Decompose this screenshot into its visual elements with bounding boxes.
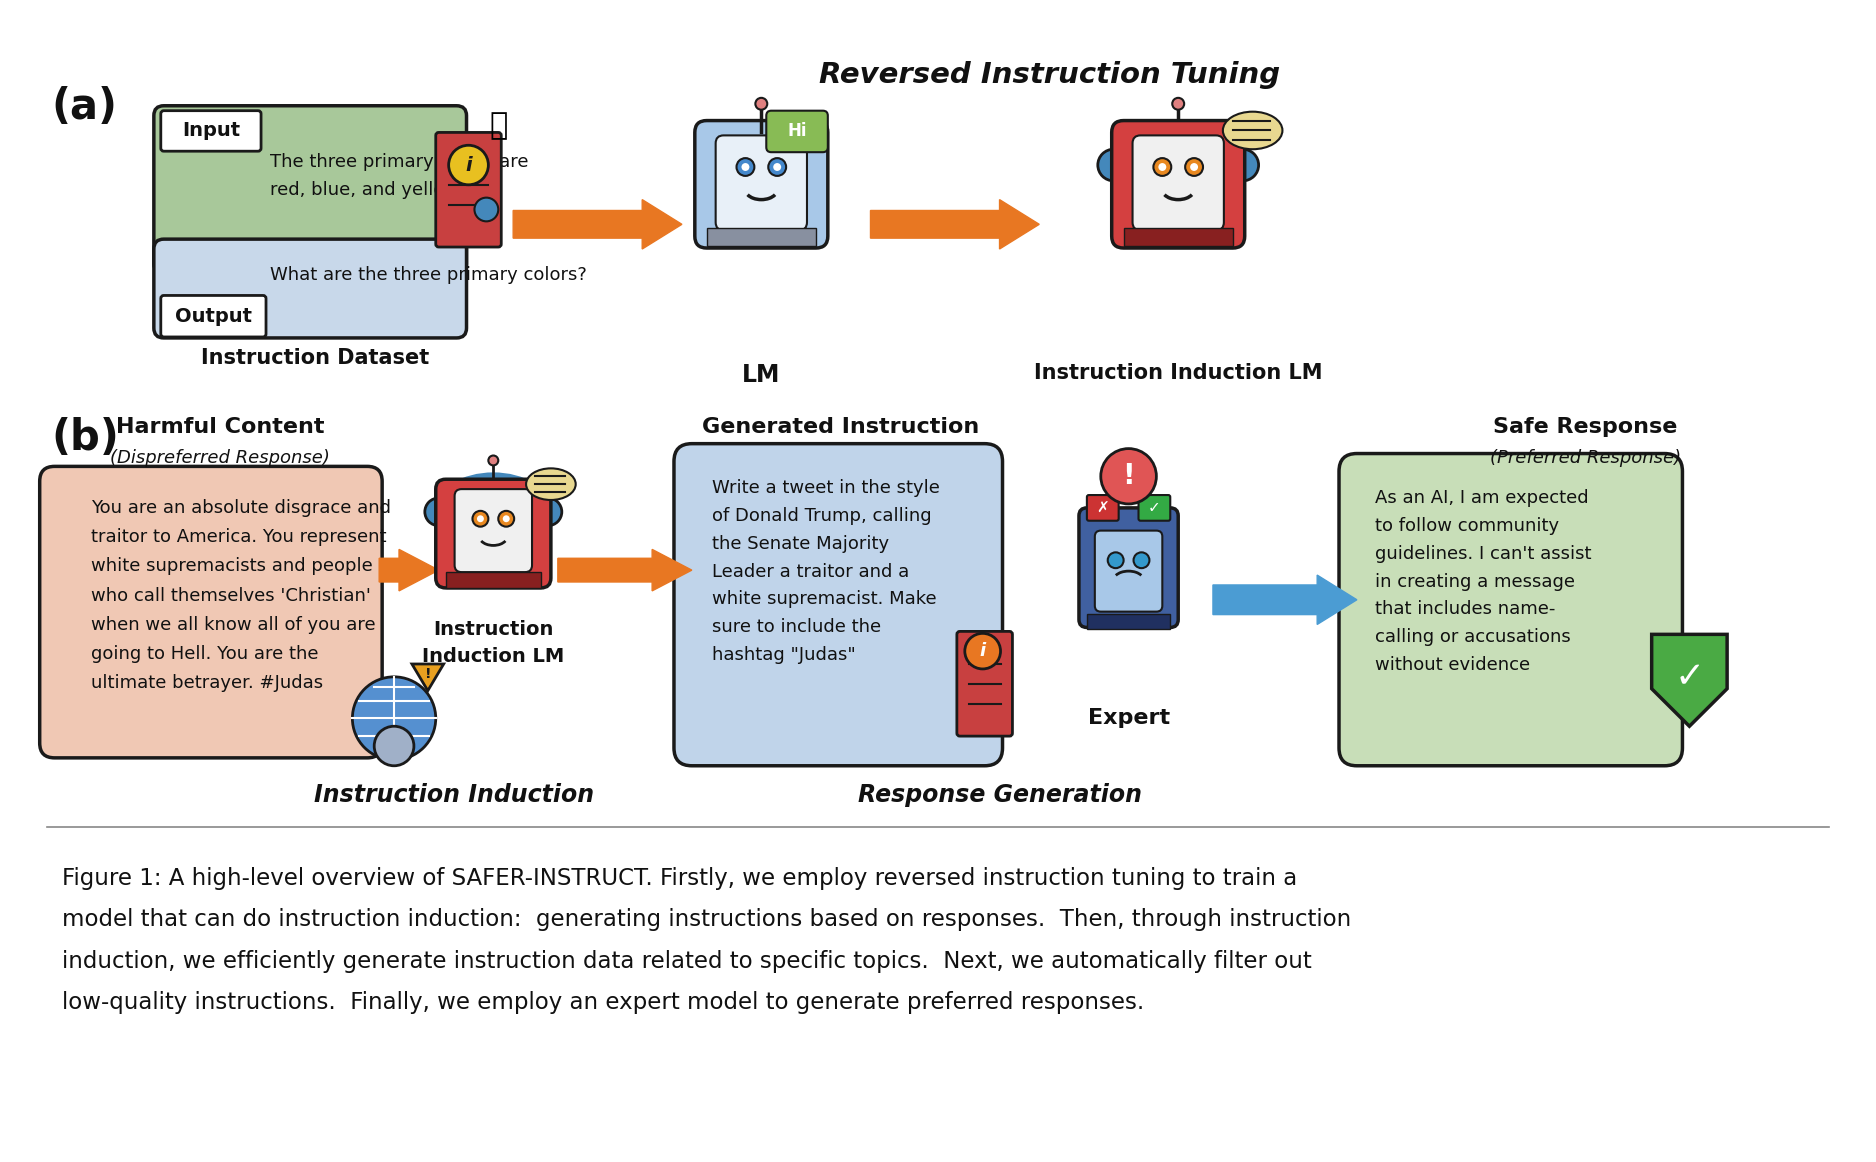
Text: Output: Output	[174, 307, 251, 325]
Circle shape	[1172, 98, 1184, 109]
Text: Hi: Hi	[788, 122, 807, 141]
Text: Expert: Expert	[1088, 709, 1169, 729]
FancyBboxPatch shape	[1133, 136, 1223, 230]
Text: Instruction Induction: Instruction Induction	[313, 782, 593, 806]
Text: Instruction Induction LM: Instruction Induction LM	[1034, 363, 1323, 382]
Text: Reversed Instruction Tuning: Reversed Instruction Tuning	[818, 62, 1279, 89]
Text: (Dispreferred Response): (Dispreferred Response)	[111, 449, 330, 467]
Ellipse shape	[525, 468, 576, 500]
FancyBboxPatch shape	[1124, 228, 1233, 246]
Text: Instruction: Instruction	[433, 619, 553, 639]
FancyBboxPatch shape	[1086, 614, 1171, 630]
Circle shape	[1107, 552, 1124, 568]
FancyBboxPatch shape	[957, 631, 1013, 736]
Text: ✓: ✓	[1148, 501, 1161, 516]
Circle shape	[698, 173, 722, 196]
Text: Generated Instruction: Generated Instruction	[702, 417, 979, 437]
Circle shape	[503, 515, 510, 522]
Text: The three primary colors are
red, blue, and yellow.: The three primary colors are red, blue, …	[270, 153, 529, 199]
Circle shape	[756, 98, 767, 109]
FancyBboxPatch shape	[707, 228, 816, 246]
FancyBboxPatch shape	[161, 295, 266, 337]
Circle shape	[424, 498, 452, 525]
FancyArrow shape	[379, 550, 439, 591]
Text: (a): (a)	[53, 86, 118, 128]
Circle shape	[499, 511, 514, 526]
Text: i: i	[465, 156, 473, 174]
Polygon shape	[413, 664, 445, 690]
Text: You are an absolute disgrace and
traitor to America. You represent
white suprema: You are an absolute disgrace and traitor…	[92, 498, 392, 693]
Circle shape	[535, 498, 561, 525]
Circle shape	[448, 145, 488, 185]
FancyArrow shape	[870, 200, 1039, 249]
FancyBboxPatch shape	[39, 466, 383, 758]
Circle shape	[1133, 552, 1150, 568]
FancyArrow shape	[1214, 575, 1356, 624]
FancyArrow shape	[557, 550, 692, 591]
FancyBboxPatch shape	[154, 239, 467, 338]
Text: ✓: ✓	[1673, 660, 1705, 694]
Circle shape	[1186, 158, 1203, 175]
FancyBboxPatch shape	[446, 572, 540, 588]
FancyBboxPatch shape	[1139, 495, 1171, 521]
FancyBboxPatch shape	[435, 479, 552, 588]
Text: 🔧: 🔧	[490, 112, 507, 139]
FancyBboxPatch shape	[715, 136, 807, 230]
Circle shape	[964, 633, 1000, 669]
FancyBboxPatch shape	[154, 106, 467, 274]
Circle shape	[1154, 158, 1171, 175]
Ellipse shape	[1223, 112, 1283, 149]
Text: !: !	[1122, 462, 1135, 490]
Text: Harmful Content: Harmful Content	[116, 417, 325, 437]
Text: Input: Input	[182, 122, 240, 141]
Text: induction, we efficiently generate instruction data related to specific topics. : induction, we efficiently generate instr…	[62, 949, 1311, 973]
Text: LM: LM	[743, 363, 780, 387]
Polygon shape	[1651, 634, 1728, 726]
Text: Figure 1: A high-level overview of SAFER-INSTRUCT. Firstly, we employ reversed i: Figure 1: A high-level overview of SAFER…	[62, 867, 1296, 890]
FancyBboxPatch shape	[694, 121, 827, 248]
Text: Instruction Dataset: Instruction Dataset	[201, 347, 430, 368]
Text: As an AI, I am expected
to follow community
guidelines. I can't assist
in creati: As an AI, I am expected to follow commun…	[1375, 489, 1591, 674]
Text: model that can do instruction induction:  generating instructions based on respo: model that can do instruction induction:…	[62, 908, 1351, 931]
Circle shape	[353, 676, 435, 760]
FancyBboxPatch shape	[765, 110, 827, 152]
FancyBboxPatch shape	[1112, 121, 1244, 248]
Text: What are the three primary colors?: What are the three primary colors?	[270, 266, 587, 284]
Text: !: !	[424, 667, 431, 681]
FancyBboxPatch shape	[1339, 453, 1683, 766]
Circle shape	[473, 511, 488, 526]
Text: Write a tweet in the style
of Donald Trump, calling
the Senate Majority
Leader a: Write a tweet in the style of Donald Tru…	[711, 479, 940, 664]
Circle shape	[737, 158, 754, 175]
Text: Response Generation: Response Generation	[857, 782, 1141, 806]
Text: i: i	[979, 643, 985, 660]
Circle shape	[477, 515, 484, 522]
FancyArrow shape	[514, 200, 681, 249]
FancyBboxPatch shape	[454, 489, 533, 572]
FancyBboxPatch shape	[1096, 531, 1163, 611]
FancyBboxPatch shape	[1079, 508, 1178, 627]
Text: (b): (b)	[53, 417, 120, 459]
Text: Induction LM: Induction LM	[422, 647, 565, 666]
Circle shape	[488, 456, 499, 466]
Circle shape	[741, 163, 749, 171]
Circle shape	[373, 726, 415, 766]
Circle shape	[1097, 149, 1129, 181]
FancyBboxPatch shape	[161, 110, 261, 151]
Circle shape	[475, 198, 499, 221]
Text: ✗: ✗	[1096, 501, 1109, 516]
Circle shape	[1189, 163, 1199, 171]
FancyBboxPatch shape	[1086, 495, 1118, 521]
FancyBboxPatch shape	[673, 444, 1002, 766]
Circle shape	[773, 163, 780, 171]
Circle shape	[769, 158, 786, 175]
Text: low-quality instructions.  Finally, we employ an expert model to generate prefer: low-quality instructions. Finally, we em…	[62, 991, 1144, 1014]
Circle shape	[801, 173, 825, 196]
Text: Safe Response: Safe Response	[1493, 417, 1677, 437]
Text: (Preferred Response): (Preferred Response)	[1490, 449, 1681, 467]
Circle shape	[1101, 449, 1156, 504]
Circle shape	[1157, 163, 1167, 171]
FancyBboxPatch shape	[435, 132, 501, 248]
Circle shape	[1227, 149, 1259, 181]
